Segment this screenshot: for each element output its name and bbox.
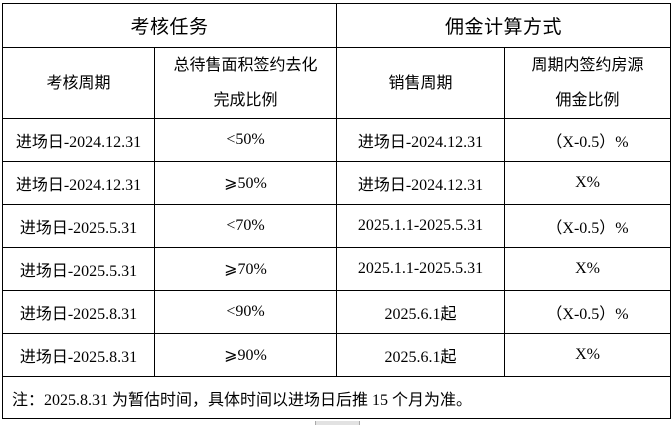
commission-rate-cell: （X-0.5）%: [504, 118, 672, 162]
assessment-period-cell: 进场日-2025.8.31: [2, 290, 155, 334]
column-header-row: 考核周期 总待售面积签约去化 完成比例 销售周期 周期内签约房源 佣金比例: [2, 47, 672, 119]
completion-ratio-cell: <90%: [153, 290, 338, 334]
col-header-line: 完成比例: [213, 92, 278, 109]
commission-rate-cell: （X-0.5）%: [504, 290, 672, 334]
col-header-assessment-period: 考核周期: [2, 47, 155, 119]
footnote-text: 注：2025.8.31 为暂估时间，具体时间以进场日后推 15 个月为准。: [1, 376, 672, 419]
group-header-row: 考核任务 佣金计算方式: [1, 3, 672, 48]
table-row: 进场日-2024.12.31 ⩾50% 进场日-2024.12.31 X%: [2, 161, 672, 205]
assessment-period-cell: 进场日-2025.8.31: [2, 333, 155, 377]
horizontal-scrollbar-thumb[interactable]: [315, 421, 360, 425]
group-header-commission-method: 佣金计算方式: [336, 3, 672, 48]
group-header-assessment-task: 考核任务: [1, 3, 338, 48]
assessment-period-cell: 进场日-2024.12.31: [2, 161, 155, 205]
completion-ratio-cell: ⩾70%: [153, 247, 338, 291]
commission-rate-cell: （X-0.5）%: [504, 204, 672, 248]
commission-rate-cell: X%: [504, 247, 672, 291]
col-header-line: 周期内签约房源: [531, 57, 644, 74]
assessment-period-cell: 进场日-2025.5.31: [2, 204, 155, 248]
group-header-label: 考核任务: [130, 17, 209, 38]
col-header-line: 销售周期: [388, 74, 453, 92]
col-header-sales-period: 销售周期: [336, 47, 506, 119]
table-row: 进场日-2025.5.31 ⩾70% 2025.1.1-2025.5.31 X%: [2, 247, 672, 291]
col-header-line: 佣金比例: [555, 92, 620, 109]
table-row: 进场日-2024.12.31 <50% 进场日-2024.12.31 （X-0.…: [2, 118, 672, 162]
col-header-line: 考核周期: [46, 74, 111, 92]
sales-period-cell: 2025.6.1起: [336, 333, 506, 377]
sales-period-cell: 2025.1.1-2025.5.31: [336, 204, 506, 248]
completion-ratio-cell: ⩾50%: [153, 161, 338, 205]
sales-period-cell: 2025.1.1-2025.5.31: [336, 247, 506, 291]
commission-rate-cell: X%: [504, 161, 672, 205]
footnote-row: 注：2025.8.31 为暂估时间，具体时间以进场日后推 15 个月为准。: [1, 376, 672, 419]
col-header-completion-ratio: 总待售面积签约去化 完成比例: [153, 47, 338, 119]
completion-ratio-cell: ⩾90%: [153, 333, 338, 377]
assessment-period-cell: 进场日-2024.12.31: [2, 118, 155, 162]
commission-rate-cell: X%: [504, 333, 672, 377]
commission-assessment-table: 考核任务 佣金计算方式 考核周期 总待售面积签约去化 完成比例 销售周期: [1, 3, 672, 419]
completion-ratio-cell: <70%: [153, 204, 338, 248]
table-row: 进场日-2025.8.31 ⩾90% 2025.6.1起 X%: [2, 333, 672, 377]
sales-period-cell: 进场日-2024.12.31: [336, 161, 506, 205]
table-row: 进场日-2025.8.31 <90% 2025.6.1起 （X-0.5）%: [2, 290, 672, 334]
group-header-label: 佣金计算方式: [445, 17, 563, 38]
col-header-line: 总待售面积签约去化: [173, 57, 318, 74]
sales-period-cell: 2025.6.1起: [336, 290, 506, 334]
completion-ratio-cell: <50%: [153, 118, 338, 162]
sales-period-cell: 进场日-2024.12.31: [336, 118, 506, 162]
col-header-commission-rate: 周期内签约房源 佣金比例: [504, 47, 672, 119]
assessment-period-cell: 进场日-2025.5.31: [2, 247, 155, 291]
table-row: 进场日-2025.5.31 <70% 2025.1.1-2025.5.31 （X…: [2, 204, 672, 248]
